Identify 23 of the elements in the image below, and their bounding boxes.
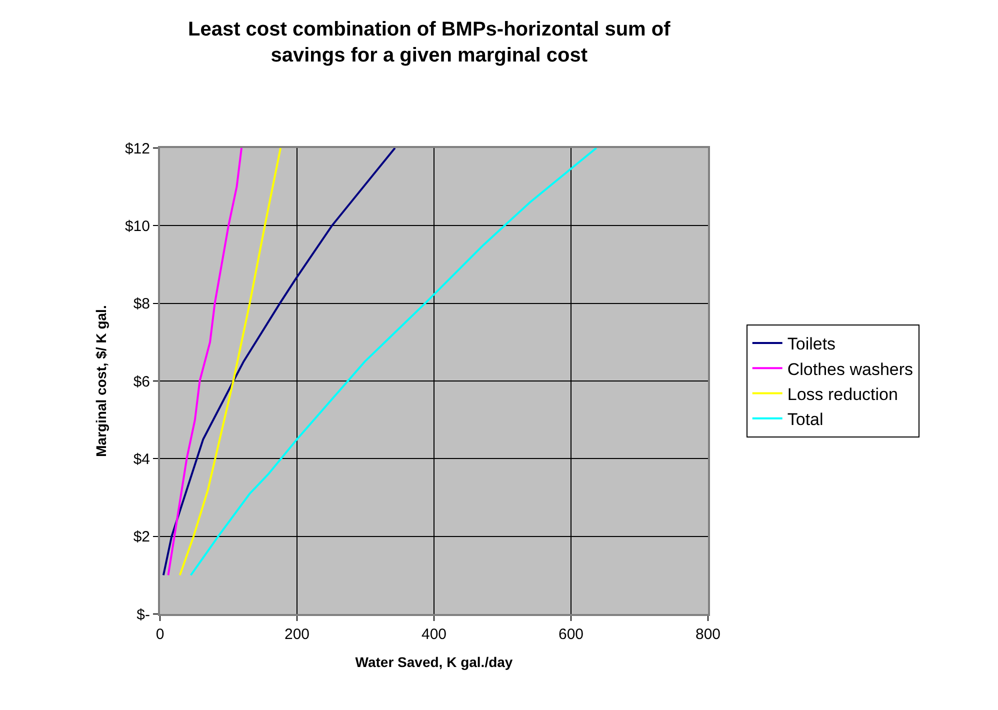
- y-axis-title: Marginal cost, $/ K gal.: [93, 305, 110, 457]
- x-tick-label: 200: [284, 626, 310, 643]
- y-tick-label: $2: [133, 528, 150, 546]
- y-tick-label: $6: [133, 373, 150, 390]
- y-tick-label: $-: [136, 606, 150, 624]
- y-tick-label: $10: [124, 218, 150, 235]
- y-tick-label: $4: [133, 450, 150, 468]
- x-axis-title: Water Saved, K gal./day: [355, 654, 513, 670]
- legend-label: Toilets: [787, 334, 836, 354]
- y-tick-label: $8: [133, 296, 150, 313]
- chart-title: Least cost combination of BMPs-horizontal sum of savings for a given marginal cost: [188, 18, 671, 66]
- y-tick-label: $12: [124, 140, 150, 158]
- x-tick-label: 400: [421, 626, 447, 643]
- legend-label: Loss reduction: [787, 384, 898, 404]
- line-series: [178, 148, 282, 576]
- line-series: [162, 148, 396, 576]
- x-tick-label: 800: [695, 626, 721, 643]
- legend-label: Clothes washers: [787, 360, 914, 379]
- x-tick-label: 600: [558, 626, 584, 643]
- x-tick-label: 0: [156, 626, 164, 643]
- line-series: [190, 148, 598, 576]
- line-series: [167, 148, 243, 576]
- legend-label: Total: [787, 410, 824, 429]
